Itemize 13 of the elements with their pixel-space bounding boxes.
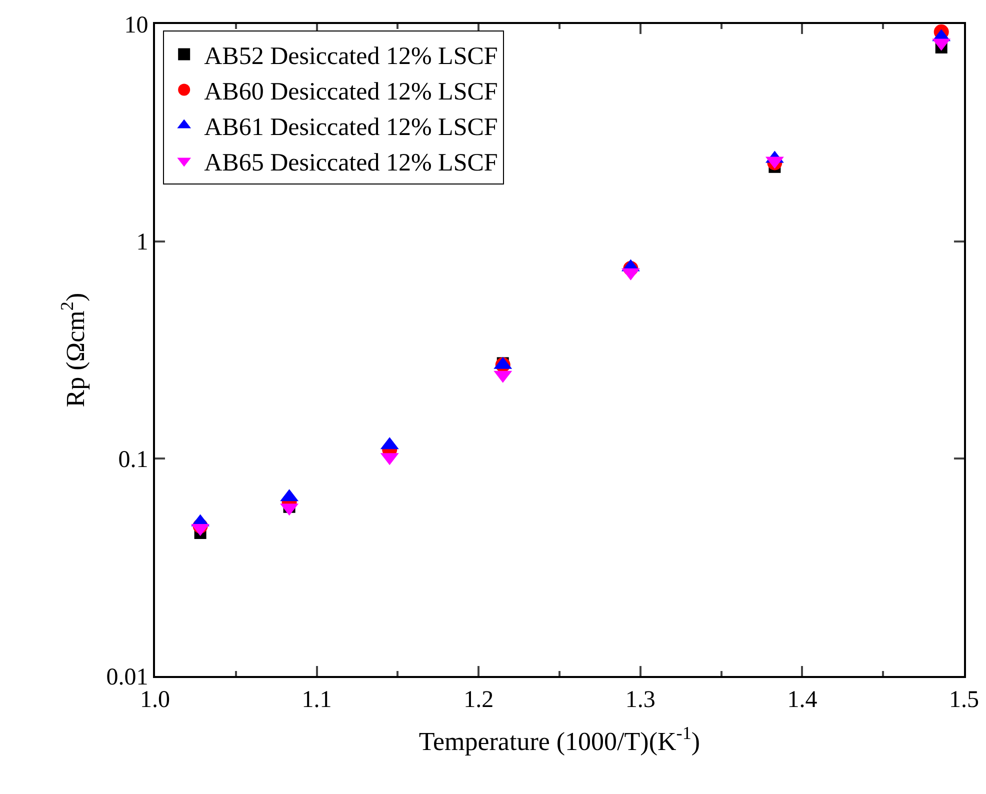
x-tick-label: 1.4: [787, 686, 818, 713]
x-tick-label: 1.5: [949, 686, 979, 713]
legend-label: AB60 Desiccated 12% LSCF: [204, 78, 498, 106]
legend-label: AB61 Desiccated 12% LSCF: [204, 114, 498, 142]
x-tick-label: 1.3: [625, 686, 656, 713]
y-tick-label: 1: [136, 230, 148, 256]
legend-label: AB65 Desiccated 12% LSCF: [204, 150, 498, 177]
legend-label: AB52 Desiccated 12% LSCF: [204, 43, 498, 70]
x-tick-label: 1.1: [302, 686, 332, 713]
x-axis-title: Temperature (1000/T)(K$^{-1}$): [418, 723, 700, 756]
x-tick-label: 1.2: [464, 686, 494, 713]
y-tick-label: 0.1: [118, 447, 148, 474]
y-tick-label: 10: [124, 12, 148, 38]
